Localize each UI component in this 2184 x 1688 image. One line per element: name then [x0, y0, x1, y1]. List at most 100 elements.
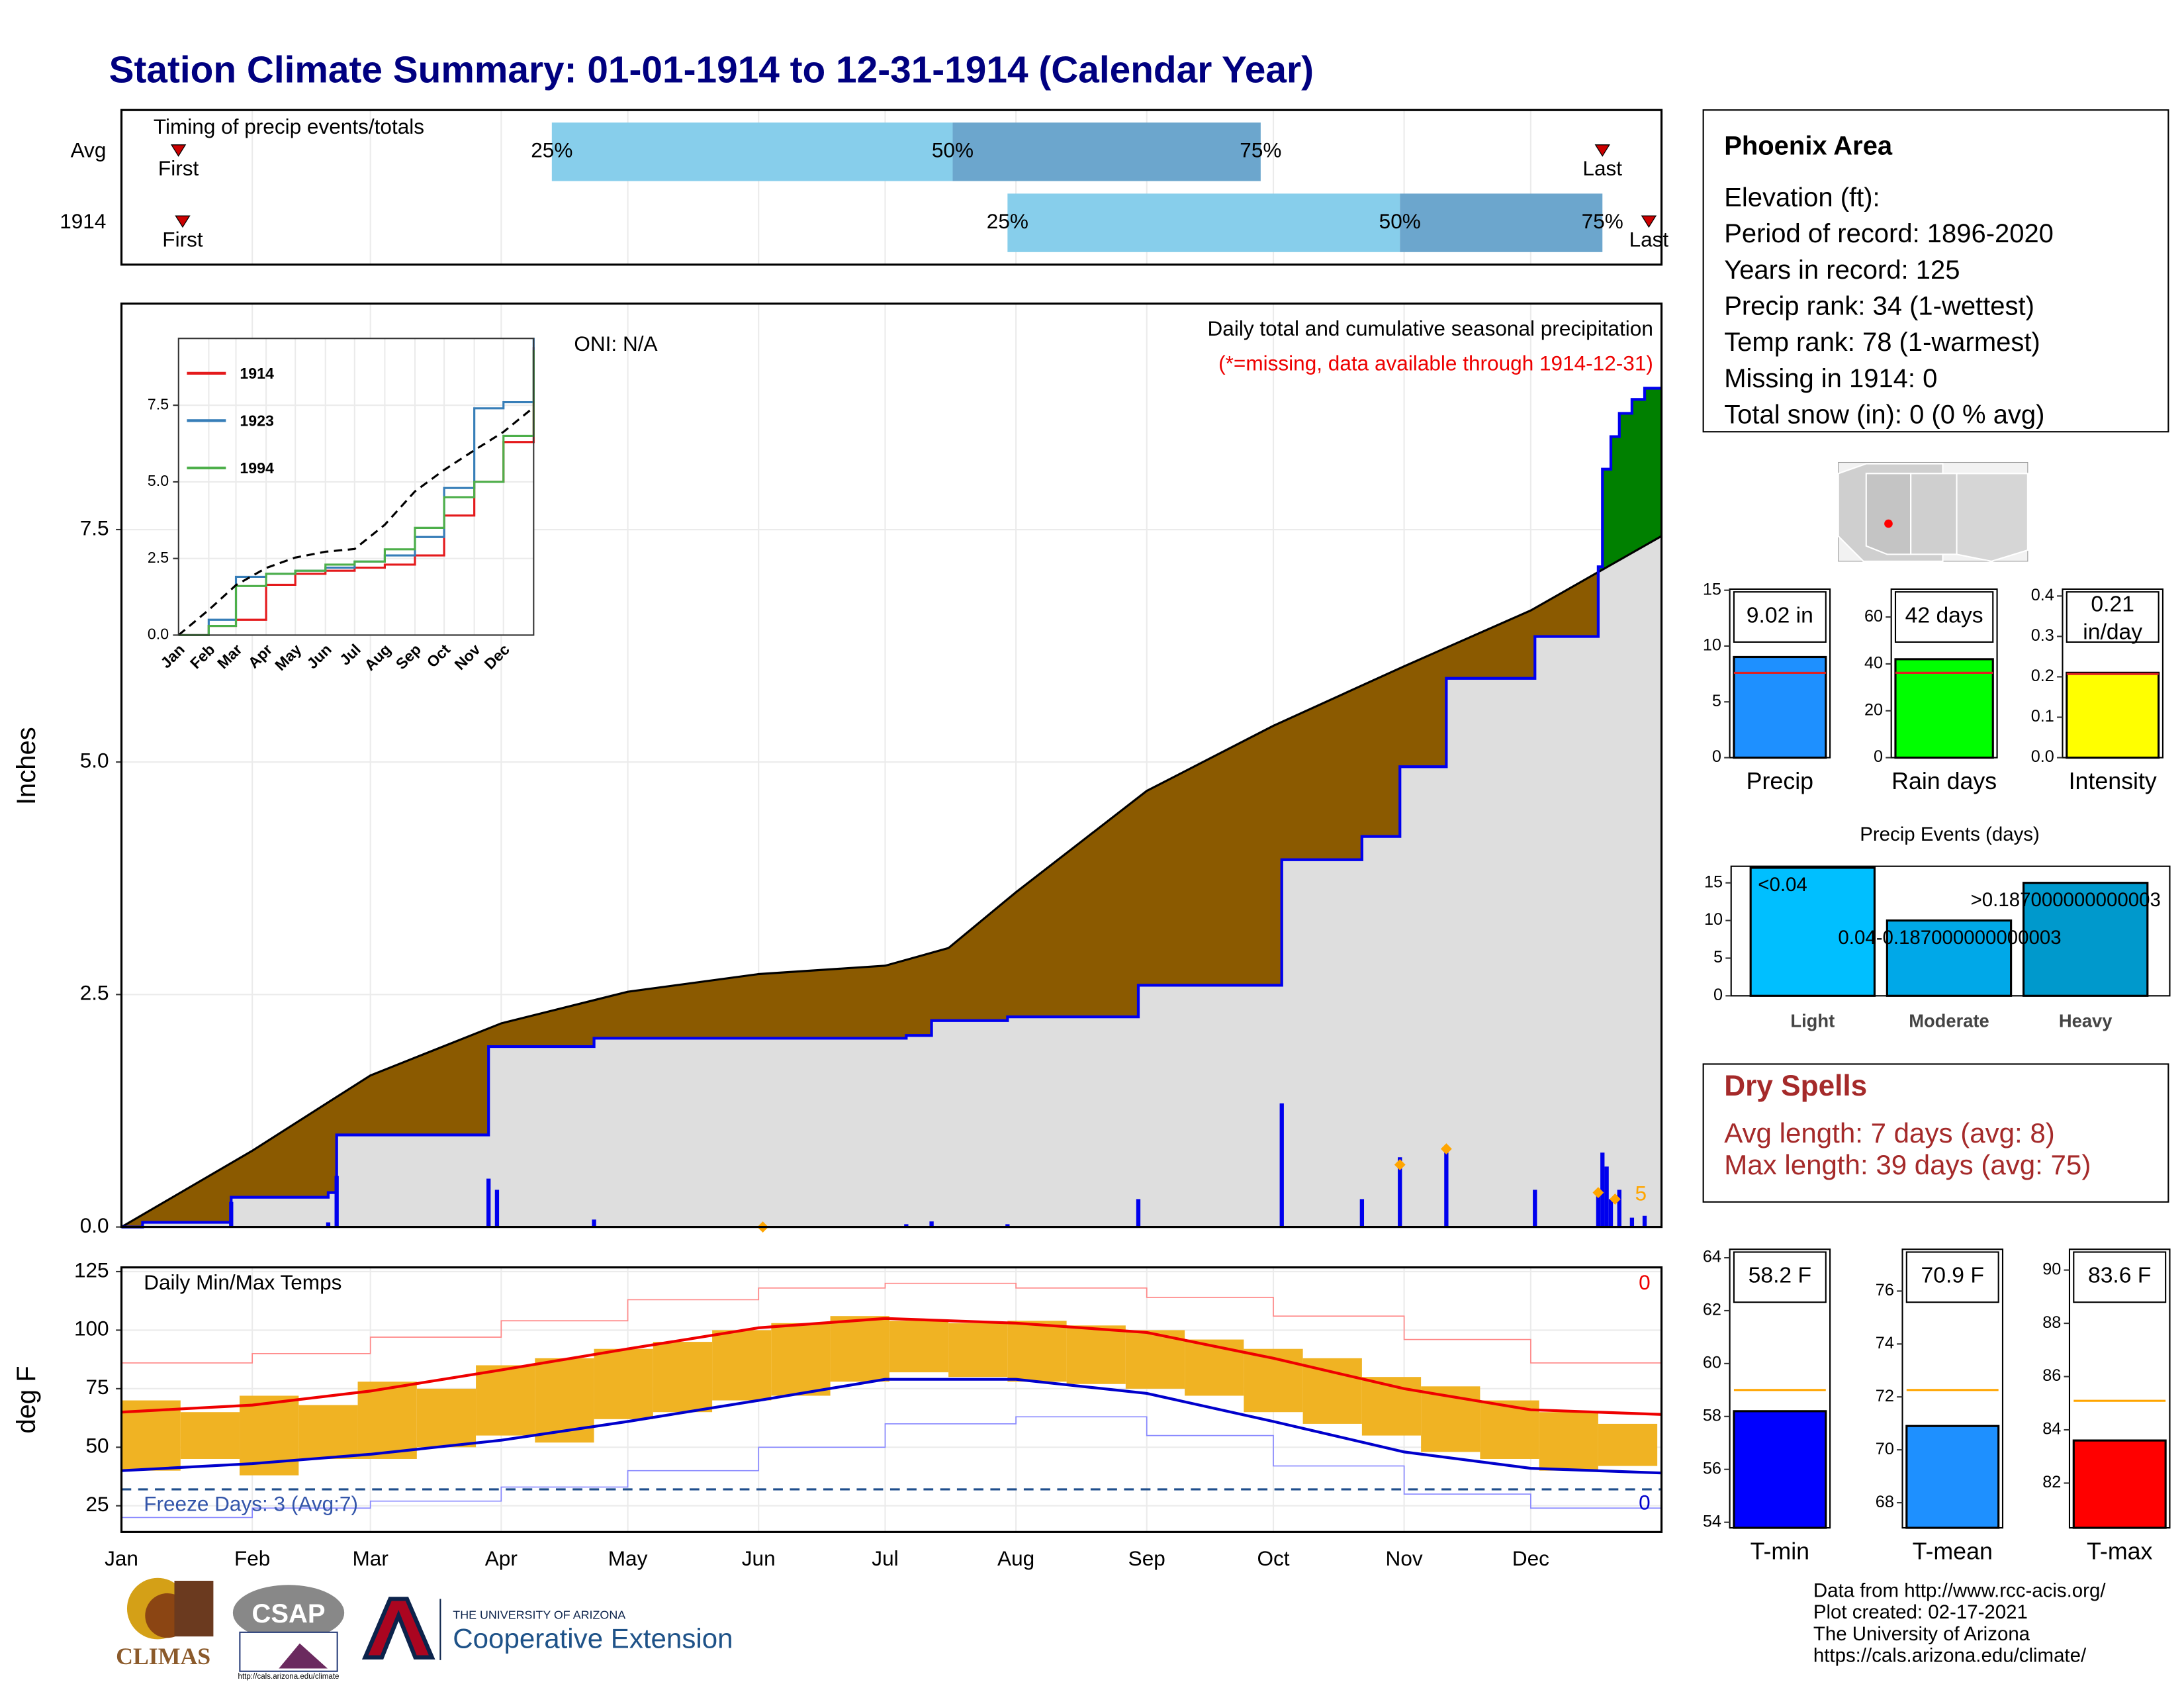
record-max-line	[121, 1282, 1662, 1368]
x-tick-label: Jan	[105, 1546, 138, 1570]
y-tick-label: 10	[1704, 910, 1723, 929]
value-label-wrap: 42 days	[1905, 604, 1983, 628]
daily-temp-bar	[1185, 1339, 1244, 1396]
bar	[1749, 867, 1876, 997]
daily-temp-bar	[1539, 1412, 1598, 1471]
credit-line: The University of Arizona	[1813, 1623, 2030, 1645]
y-tick-label: 58	[1703, 1406, 1721, 1425]
y-tick-label: 0.0	[148, 626, 169, 643]
info-line: Total snow (in): 0 (0 % avg)	[1724, 400, 2044, 430]
quantile-label: 50%	[1379, 209, 1421, 233]
y-tick-label: 0.0	[80, 1213, 109, 1237]
y-tick-label: 68	[1876, 1493, 1894, 1511]
y-tick-label: 20	[1864, 700, 1883, 719]
daily-precip-bar	[1604, 1166, 1609, 1227]
daily-temp-bar	[1598, 1423, 1658, 1466]
dry-spells-title: Dry Spells	[1724, 1070, 1867, 1102]
csap-url: http://cals.arizona.edu/climate	[238, 1673, 340, 1681]
daily-temp-bar	[712, 1330, 772, 1401]
quartile-bar	[551, 122, 953, 181]
range-label: <0.04	[1758, 874, 1807, 896]
x-tick-label: Jul	[872, 1546, 898, 1570]
y-tick-label: 25	[86, 1492, 109, 1516]
daily-precip-bar	[592, 1219, 596, 1227]
y-tick-label: 62	[1703, 1301, 1721, 1319]
quartile-bar	[952, 122, 1261, 181]
panel-frame	[120, 109, 1663, 266]
category-label: T-max	[2087, 1538, 2152, 1564]
y-tick-label: 15	[1704, 872, 1723, 891]
daily-precip-bar	[1608, 1199, 1614, 1227]
x-tick-label: Feb	[234, 1546, 270, 1570]
value-label: 70.9 F	[1921, 1264, 1984, 1289]
value-label: 42 days	[1905, 604, 1983, 628]
y-tick-label: 0	[1713, 986, 1723, 1004]
daily-temp-bar	[653, 1342, 713, 1413]
daily-precip-bar	[486, 1178, 491, 1227]
y-tick-label: 15	[1703, 580, 1721, 598]
daily-precip-bar	[1398, 1157, 1402, 1227]
y-tick-label: 90	[2042, 1260, 2061, 1278]
daily-temp-bar	[357, 1382, 417, 1459]
y-tick-label: 100	[74, 1317, 109, 1340]
cumulative-line	[121, 387, 1662, 1229]
daily-temp-bar	[1007, 1321, 1067, 1382]
precip-subtitle: (*=missing, data available through 1914-…	[1218, 352, 1653, 375]
y-tick-label: 0	[1712, 747, 1721, 766]
range-label: >0.187000000000003	[1971, 889, 2161, 911]
daily-precip-bar	[334, 1176, 339, 1227]
category-label: T-min	[1751, 1538, 1809, 1564]
value-label-wrap: 9.02 in	[1747, 604, 1813, 628]
info-line: Years in record: 125	[1724, 256, 1960, 285]
quartile-bar	[1007, 193, 1400, 252]
y-tick-label: 50	[86, 1434, 109, 1458]
y-tick-label: 5	[1712, 692, 1721, 710]
daily-precip-bar	[1600, 1152, 1605, 1227]
credit-line: https://cals.arizona.edu/climate/	[1813, 1644, 2087, 1666]
bar	[1733, 1410, 1827, 1529]
timing-marker	[1594, 144, 1610, 157]
bar	[1894, 658, 1994, 759]
daily-precip-bar	[1279, 1103, 1284, 1227]
y-tick-label: 5	[1713, 948, 1723, 966]
inset-background	[178, 338, 534, 635]
info-box	[1702, 109, 2169, 433]
daily-temp-bar	[476, 1365, 535, 1436]
category-label: Light	[1790, 1011, 1835, 1031]
timing-marker-label: First	[162, 227, 203, 251]
average-line	[177, 406, 535, 636]
y-tick-label: 2.5	[80, 981, 109, 1005]
info-line: Precip rank: 34 (1-wettest)	[1724, 292, 2034, 321]
y-tick-label: 74	[1876, 1334, 1894, 1352]
category-label: Heavy	[2059, 1011, 2113, 1031]
daily-temp-bar	[1302, 1358, 1362, 1424]
category-label: Moderate	[1909, 1011, 1989, 1031]
y-axis-title: deg F	[12, 1366, 41, 1433]
x-tick-label: Mar	[353, 1546, 388, 1570]
normal-min-line	[121, 1378, 1662, 1475]
panel-frame	[120, 303, 1663, 1229]
value-label-wrap: 58.2 F	[1749, 1264, 1811, 1288]
y-tick-label: 56	[1703, 1459, 1721, 1477]
daily-precip-bar	[1617, 1190, 1621, 1227]
y-tick-label: 88	[2042, 1313, 2061, 1332]
value-label-box	[1894, 591, 1994, 643]
record-high-count: 0	[1639, 1270, 1651, 1294]
bar	[2022, 882, 2149, 997]
page-title: Station Climate Summary: 01-01-1914 to 1…	[109, 49, 1314, 91]
timing-marker	[175, 215, 191, 228]
daily-precip-bar	[1596, 1194, 1601, 1227]
daily-temp-bar	[416, 1388, 477, 1448]
dry-spells-line: Avg length: 7 days (avg: 8)	[1724, 1117, 2055, 1149]
info-line: Elevation (ft):	[1724, 183, 1880, 212]
daily-temp-bar	[948, 1323, 1008, 1378]
university-name: THE UNIVERSITY OF ARIZONA	[453, 1608, 625, 1621]
precip-title: Daily total and cumulative seasonal prec…	[1208, 316, 1653, 340]
quantile-label: 75%	[1240, 138, 1281, 162]
location-map	[1837, 461, 2028, 562]
bar	[1905, 1425, 2000, 1529]
y-tick-label: 60	[1864, 607, 1883, 626]
y-tick-label: 7.5	[80, 516, 109, 539]
credit-line: Data from http://www.rcc-acis.org/	[1813, 1580, 2106, 1602]
quartile-bar	[1400, 193, 1603, 252]
